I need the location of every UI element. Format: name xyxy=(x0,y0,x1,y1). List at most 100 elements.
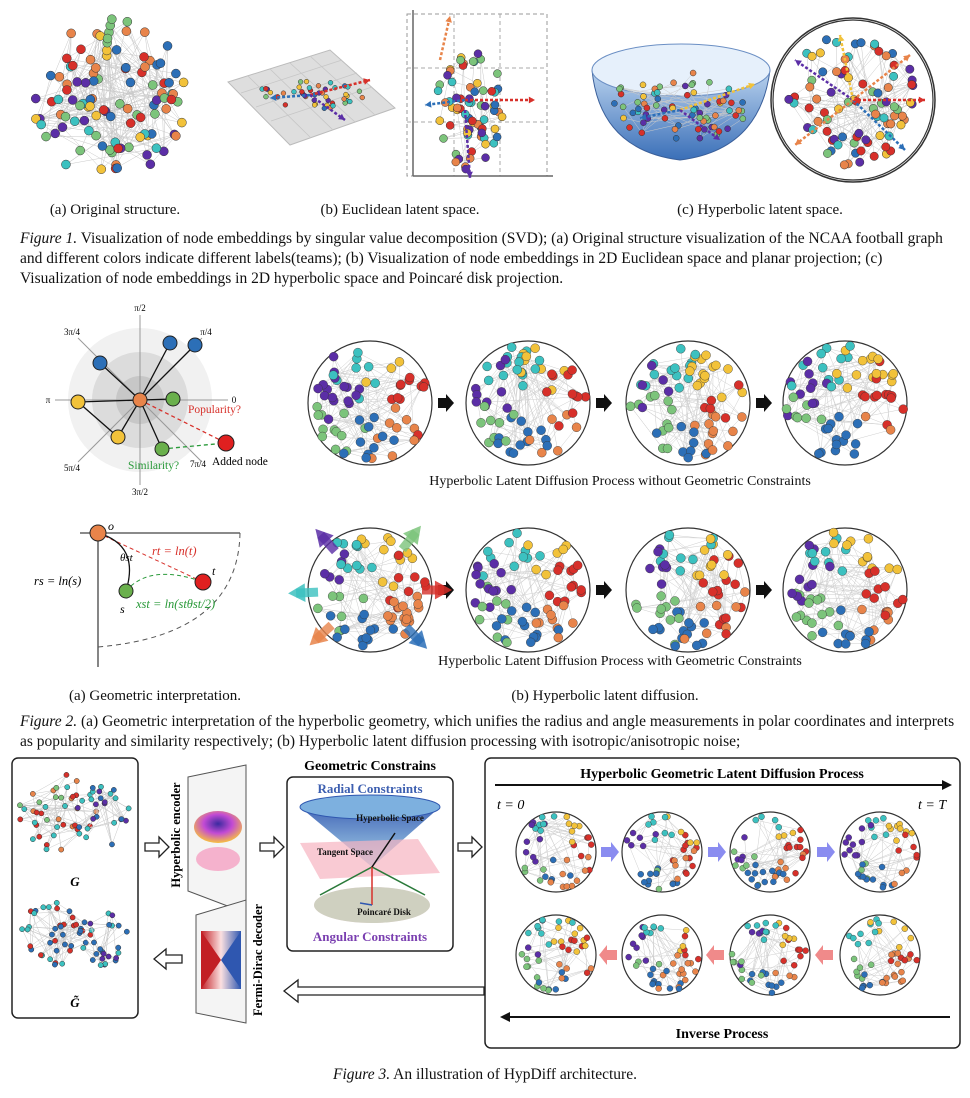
node xyxy=(883,83,893,93)
node xyxy=(507,606,517,616)
node xyxy=(683,870,690,877)
node xyxy=(565,820,573,827)
node xyxy=(27,943,34,950)
node xyxy=(171,68,181,79)
node xyxy=(162,41,173,51)
node xyxy=(888,951,895,958)
added-node-label: Added node xyxy=(212,456,268,468)
node xyxy=(523,963,530,970)
node xyxy=(386,363,396,373)
node xyxy=(91,939,97,946)
node xyxy=(82,939,89,946)
node xyxy=(682,82,689,90)
node xyxy=(99,955,106,962)
node xyxy=(343,91,349,98)
node xyxy=(708,426,719,436)
node xyxy=(707,445,718,455)
node xyxy=(832,67,842,77)
node xyxy=(491,621,502,631)
node xyxy=(849,841,857,848)
node xyxy=(664,422,674,433)
node xyxy=(47,939,53,946)
node xyxy=(36,833,43,840)
node xyxy=(538,930,545,937)
node xyxy=(327,392,338,403)
node xyxy=(364,422,374,432)
node xyxy=(77,928,84,934)
node xyxy=(902,831,909,839)
node xyxy=(17,802,23,809)
node xyxy=(726,107,733,114)
node xyxy=(881,142,891,152)
node xyxy=(797,836,804,843)
node xyxy=(684,960,692,967)
node xyxy=(89,957,96,963)
node xyxy=(786,381,797,391)
node xyxy=(886,119,896,129)
node xyxy=(47,956,53,963)
node xyxy=(632,962,640,969)
node xyxy=(555,918,563,925)
node xyxy=(38,952,44,958)
node xyxy=(619,103,627,111)
node xyxy=(787,588,797,599)
node xyxy=(571,930,578,937)
node xyxy=(512,365,522,375)
node xyxy=(652,870,660,877)
node xyxy=(668,831,675,839)
node xyxy=(669,880,677,888)
node xyxy=(689,427,699,437)
node xyxy=(121,26,132,36)
node xyxy=(816,348,826,359)
inverse-label: Inverse Process xyxy=(676,1027,769,1042)
node xyxy=(515,440,525,450)
node xyxy=(675,985,683,992)
node xyxy=(483,546,493,557)
node xyxy=(672,862,679,869)
node xyxy=(804,369,814,379)
node xyxy=(125,118,136,128)
node xyxy=(705,403,716,414)
node xyxy=(334,575,344,585)
node xyxy=(75,145,85,156)
node xyxy=(386,536,396,546)
euclidean-scatter xyxy=(406,10,553,179)
node xyxy=(85,54,96,65)
node xyxy=(558,969,566,976)
node xyxy=(521,864,528,872)
node xyxy=(676,344,686,354)
node xyxy=(842,540,852,550)
node xyxy=(696,134,704,142)
node xyxy=(546,610,556,620)
arrow-constraints-to-process xyxy=(457,835,483,859)
arrow-decoder-to-graph xyxy=(152,947,183,971)
node xyxy=(530,853,537,861)
node xyxy=(419,382,429,392)
node xyxy=(738,958,745,965)
node xyxy=(478,86,488,95)
node xyxy=(568,828,576,835)
node xyxy=(145,159,156,169)
node xyxy=(72,77,82,87)
node xyxy=(347,98,353,105)
node xyxy=(447,77,457,87)
node xyxy=(488,586,498,596)
node xyxy=(817,609,827,620)
node xyxy=(728,99,735,107)
node xyxy=(867,919,874,926)
node xyxy=(413,599,423,609)
node xyxy=(828,527,839,538)
node xyxy=(311,102,318,108)
arrow-encoder-to-constraints xyxy=(259,835,285,859)
node xyxy=(122,103,133,114)
t0-label: t = 0 xyxy=(497,798,524,813)
node xyxy=(492,632,503,642)
node xyxy=(384,418,395,428)
node xyxy=(626,124,633,131)
node xyxy=(856,964,864,971)
node xyxy=(867,822,875,829)
node xyxy=(796,946,803,953)
node xyxy=(818,363,828,373)
node xyxy=(807,398,818,409)
node xyxy=(512,528,522,538)
